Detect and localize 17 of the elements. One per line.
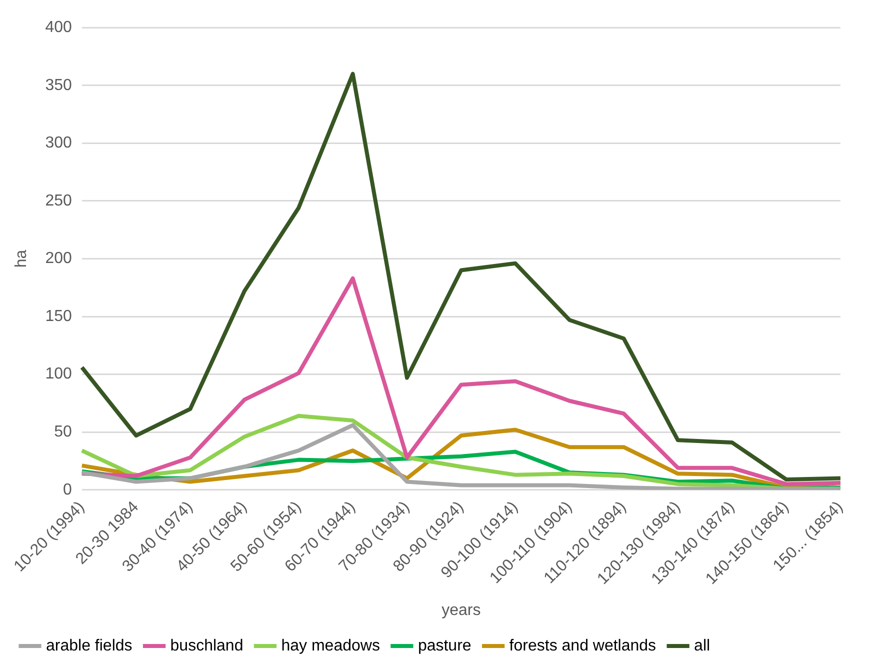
y-tick-label: 400 <box>45 19 72 36</box>
legend-label: forests and wetlands <box>509 637 656 654</box>
y-tick-label: 250 <box>45 192 72 210</box>
y-tick-label: 350 <box>45 76 72 94</box>
y-axis-title: ha <box>13 250 30 268</box>
x-axis-title: years <box>442 602 481 619</box>
y-tick-label: 0 <box>62 481 72 498</box>
legend-label: pasture <box>418 637 472 654</box>
legend-label: arable fields <box>46 637 132 654</box>
legend-label: hay meadows <box>281 637 380 654</box>
legend-label: buschland <box>170 637 244 654</box>
y-tick-label: 50 <box>54 423 72 440</box>
y-tick-label: 200 <box>45 250 72 268</box>
y-tick-label: 100 <box>45 366 72 383</box>
legend-label: all <box>694 637 710 654</box>
y-tick-label: 150 <box>45 308 72 325</box>
y-tick-label: 300 <box>45 134 72 152</box>
